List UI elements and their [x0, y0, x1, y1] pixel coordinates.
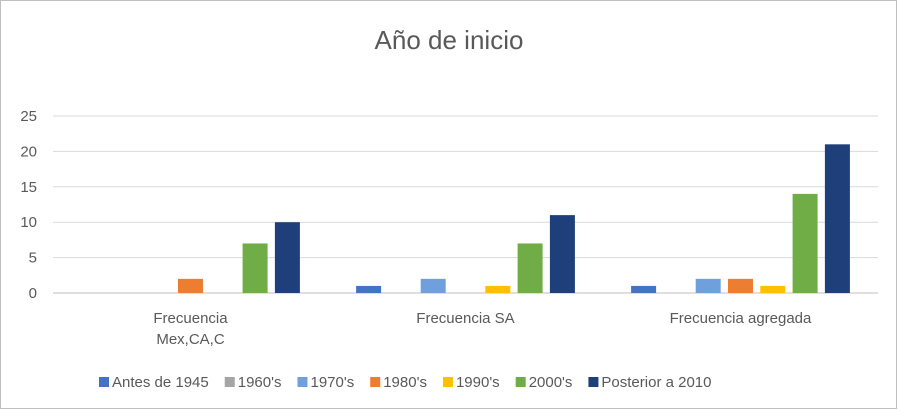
legend-swatch: [224, 377, 235, 387]
y-tick-label: 10: [20, 214, 37, 231]
legend-label: 1990's: [456, 374, 500, 391]
legend-item: Antes de 1945: [99, 374, 209, 391]
bar: [242, 243, 268, 293]
bar: [517, 243, 543, 293]
gridlines: [53, 115, 878, 294]
bar: [274, 222, 300, 293]
bar: [760, 285, 786, 293]
bar: [420, 278, 446, 293]
y-tick-label: 25: [20, 108, 37, 125]
y-tick-label: 20: [20, 143, 37, 160]
bar: [728, 278, 753, 293]
legend: Antes de 1945 1960's 1970's 1980's 1990's 200…: [99, 374, 712, 391]
legend-item: 1990's: [442, 374, 500, 391]
bar: [695, 278, 721, 293]
bar: [824, 144, 850, 293]
axis-labels: 0 5 10 15 20 25 Frecuencia Mex,CA,C Frecuencia S…: [20, 108, 812, 348]
legend-label: 1970's: [310, 374, 354, 391]
legend-swatch: [588, 377, 599, 387]
bars: [178, 144, 850, 293]
bar: [178, 278, 203, 293]
y-tick-label: 0: [29, 285, 37, 302]
legend-item: 1980's: [370, 374, 427, 391]
legend-swatch: [297, 377, 308, 387]
legend-label: 1980's: [383, 374, 427, 391]
legend-item: Posterior a 2010: [588, 374, 712, 391]
bar: [485, 285, 511, 293]
bar: [792, 193, 818, 293]
bar: [549, 215, 575, 293]
bar: [356, 285, 382, 293]
category-label: Frecuencia SA: [416, 310, 514, 327]
legend-label: 1960's: [238, 374, 282, 391]
y-tick-label: 5: [29, 250, 37, 267]
bar: [631, 285, 657, 293]
legend-label: Antes de 1945: [112, 374, 209, 391]
category-label: Frecuencia Mex,CA,C: [153, 310, 228, 348]
legend-item: 1960's: [224, 374, 282, 391]
legend-swatch: [99, 377, 109, 387]
y-tick-label: 15: [20, 179, 37, 196]
legend-swatch: [442, 377, 453, 387]
legend-item: 1970's: [297, 374, 354, 391]
legend-swatch: [515, 377, 526, 387]
legend-item: 2000's: [515, 374, 573, 391]
legend-label: Posterior a 2010: [601, 374, 711, 391]
legend-swatch: [370, 377, 381, 387]
legend-label: 2000's: [529, 374, 573, 391]
category-label: Frecuencia agregada: [670, 310, 812, 327]
chart-title: Año de inicio: [375, 25, 524, 55]
